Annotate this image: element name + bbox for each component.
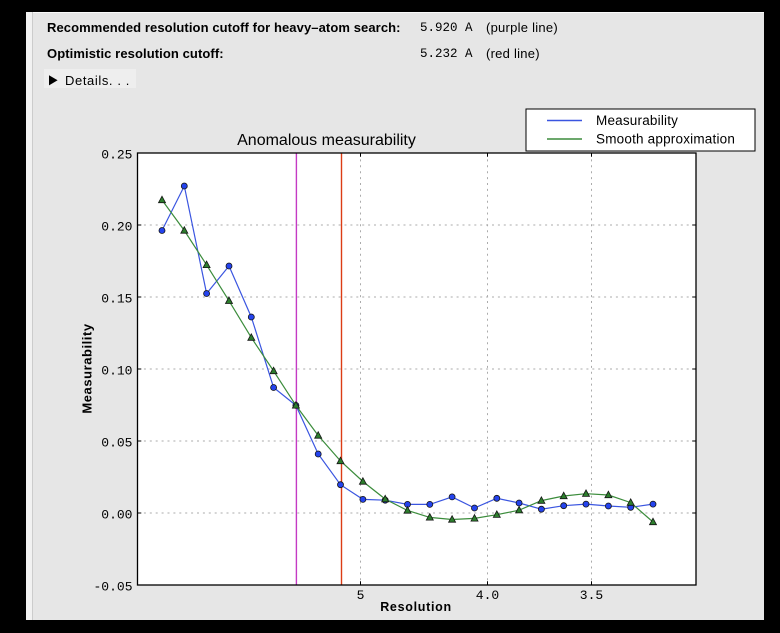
svg-text:5: 5 xyxy=(357,588,365,603)
svg-text:Smooth approximation: Smooth approximation xyxy=(596,132,735,147)
svg-text:0.10: 0.10 xyxy=(101,363,132,378)
svg-text:Measurability: Measurability xyxy=(80,323,95,413)
svg-text:Details. . .: Details. . . xyxy=(65,73,130,88)
svg-text:4.0: 4.0 xyxy=(476,588,499,603)
svg-text:Resolution: Resolution xyxy=(380,600,452,614)
svg-text:0.15: 0.15 xyxy=(101,291,132,306)
svg-text:Measurability: Measurability xyxy=(596,113,678,128)
svg-text:0.00: 0.00 xyxy=(101,507,132,522)
svg-text:Anomalous measurability: Anomalous measurability xyxy=(237,132,416,149)
svg-text:-0.05: -0.05 xyxy=(93,579,132,594)
svg-text:0.20: 0.20 xyxy=(101,219,132,234)
svg-text:3.5: 3.5 xyxy=(580,588,603,603)
svg-text:0.05: 0.05 xyxy=(101,435,132,450)
svg-text:0.25: 0.25 xyxy=(101,147,132,162)
